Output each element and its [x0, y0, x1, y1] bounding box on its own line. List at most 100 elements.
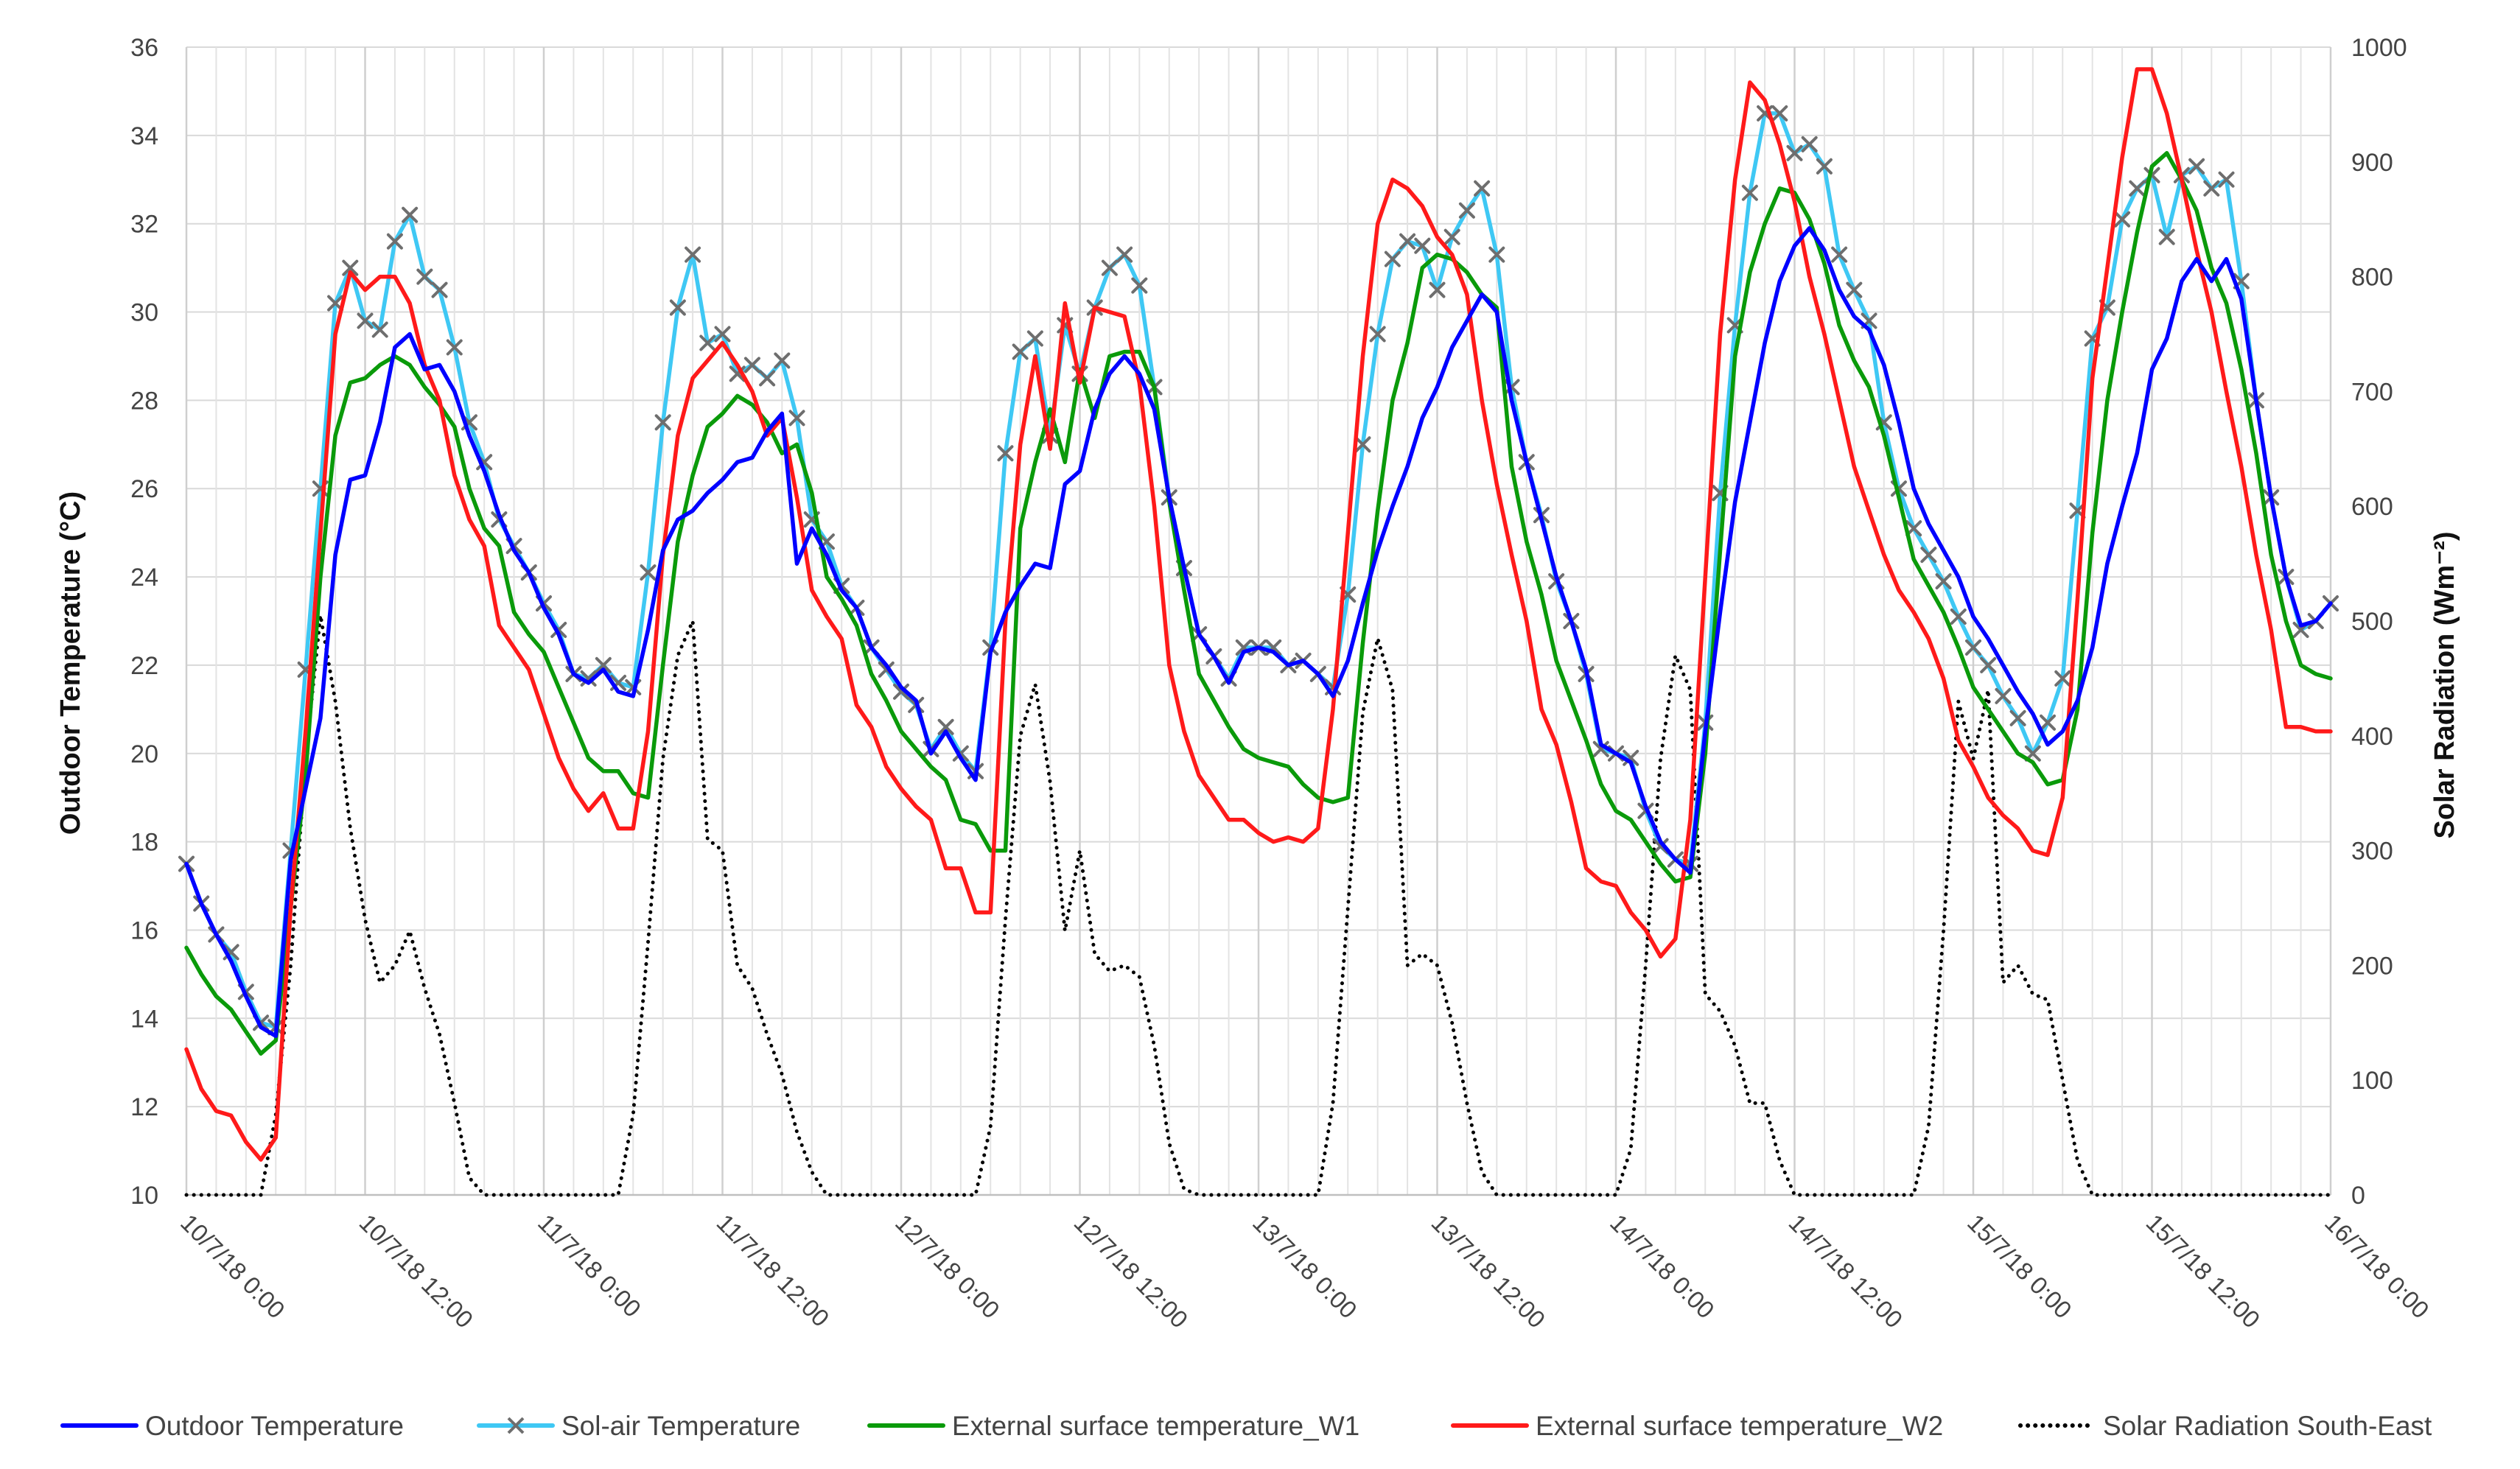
- series-marker-sol-air-temperature: [1399, 233, 1416, 250]
- series-marker-sol-air-temperature: [1771, 105, 1788, 122]
- series-marker-sol-air-temperature: [1443, 228, 1460, 245]
- right-tick-label: 400: [2351, 723, 2393, 751]
- series-marker-sol-air-temperature: [1488, 246, 1505, 263]
- series-marker-sol-air-temperature: [2114, 211, 2131, 228]
- series-marker-sol-air-temperature: [1816, 158, 1833, 175]
- series-marker-sol-air-temperature: [699, 334, 716, 351]
- series-marker-sol-air-temperature: [1786, 144, 1803, 161]
- right-axis-ticks: 0 100 200 300 400 500 600 700 800 900 1000: [2351, 34, 2407, 1210]
- series-marker-sol-air-temperature: [743, 357, 760, 374]
- right-tick-label: 600: [2351, 493, 2393, 521]
- left-tick-label: 30: [130, 299, 158, 327]
- series-marker-sol-air-temperature: [1831, 246, 1848, 263]
- series-marker-sol-air-temperature: [1026, 330, 1043, 347]
- series-marker-sol-air-temperature: [595, 656, 612, 673]
- left-tick-label: 16: [130, 916, 158, 944]
- series-marker-sol-air-temperature: [1101, 259, 1118, 276]
- series-marker-sol-air-temperature: [431, 281, 448, 298]
- series-marker-sol-air-temperature: [997, 445, 1014, 462]
- series-marker-sol-air-temperature: [1384, 250, 1401, 267]
- series-marker-sol-air-temperature: [1965, 639, 1981, 656]
- series-marker-sol-air-temperature: [1429, 281, 1446, 298]
- series-marker-sol-air-temperature: [1995, 687, 2012, 704]
- right-tick-label: 800: [2351, 264, 2393, 292]
- left-axis-title: Outdoor Temperature (°C): [55, 491, 86, 835]
- left-tick-label: 22: [130, 652, 158, 680]
- series-marker-sol-air-temperature: [937, 718, 954, 735]
- series-marker-sol-air-temperature: [416, 268, 433, 285]
- series-marker-sol-air-temperature: [1801, 136, 1818, 152]
- series-marker-sol-air-temperature: [2054, 670, 2071, 687]
- series-marker-sol-air-temperature: [893, 683, 909, 700]
- left-tick-label: 14: [130, 1005, 158, 1033]
- left-tick-label: 18: [130, 829, 158, 857]
- series-marker-sol-air-temperature: [774, 352, 791, 369]
- legend-label-solar-radiation-south-east: Solar Radiation South-East: [2103, 1411, 2432, 1441]
- right-tick-label: 500: [2351, 608, 2393, 636]
- series-marker-sol-air-temperature: [788, 410, 805, 427]
- series-marker-sol-air-temperature: [1592, 740, 1609, 757]
- series-marker-sol-air-temperature: [2203, 180, 2220, 197]
- right-tick-label: 700: [2351, 378, 2393, 406]
- series-marker-sol-air-temperature: [402, 206, 419, 223]
- series-marker-sol-air-temperature: [1369, 326, 1386, 343]
- left-tick-label: 26: [130, 475, 158, 503]
- series-marker-sol-air-temperature: [1980, 656, 1997, 673]
- legend-marker-sol-air-temperature: [507, 1417, 525, 1434]
- series-marker-sol-air-temperature: [654, 414, 671, 431]
- series-line-external-surface-temperature-w1: [184, 151, 2333, 1056]
- right-tick-label: 300: [2351, 838, 2393, 866]
- right-tick-label: 0: [2351, 1182, 2365, 1210]
- right-tick-label: 200: [2351, 952, 2393, 980]
- left-tick-label: 32: [130, 211, 158, 239]
- legend: Outdoor Temperature Sol-air Temperature Ex…: [60, 1411, 2432, 1441]
- series-marker-sol-air-temperature: [386, 233, 403, 250]
- legend-label-outdoor-temperature: Outdoor Temperature: [145, 1411, 404, 1441]
- series-line-outdoor-temperature: [184, 225, 2333, 1039]
- series-marker-sol-air-temperature: [1474, 180, 1491, 197]
- right-tick-label: 1000: [2351, 34, 2407, 62]
- series-marker-sol-air-temperature: [1131, 277, 1148, 294]
- series-marker-sol-air-temperature: [2188, 158, 2205, 175]
- series-marker-sol-air-temperature: [1623, 749, 1639, 766]
- series-line-solar-radiation-south-east: [184, 613, 2333, 1197]
- series-marker-sol-air-temperature: [342, 259, 359, 276]
- legend-label-external-surface-temperature-w1: External surface temperature_W1: [952, 1411, 1359, 1441]
- series-marker-sol-air-temperature: [1920, 547, 1937, 564]
- left-tick-label: 12: [130, 1093, 158, 1121]
- series-marker-sol-air-temperature: [1935, 573, 1952, 590]
- left-tick-label: 24: [130, 564, 158, 592]
- series-line-external-surface-temperature-w2: [184, 67, 2333, 1162]
- left-axis-ticks: 10 12 14 16 18 20 22 24 26 28 30 32 34 36: [130, 34, 158, 1210]
- series-marker-sol-air-temperature: [1354, 436, 1371, 453]
- series-marker-sol-air-temperature: [685, 246, 701, 263]
- series-marker-sol-air-temperature: [357, 312, 374, 329]
- series-marker-sol-air-temperature: [714, 326, 731, 343]
- series-marker-sol-air-temperature: [759, 370, 776, 387]
- series-marker-sol-air-temperature: [1741, 184, 1758, 201]
- legend-label-sol-air-temperature: Sol-air Temperature: [561, 1411, 800, 1441]
- left-tick-label: 28: [130, 387, 158, 415]
- series-marker-sol-air-temperature: [1652, 838, 1669, 855]
- series-marker-sol-air-temperature: [2129, 180, 2146, 197]
- series-marker-sol-air-temperature: [1116, 246, 1133, 263]
- left-tick-label: 34: [130, 122, 158, 150]
- series-marker-sol-air-temperature: [2009, 709, 2026, 726]
- left-tick-label: 20: [130, 740, 158, 768]
- series-marker-sol-air-temperature: [1414, 237, 1431, 254]
- series-marker-sol-air-temperature: [669, 299, 686, 316]
- left-tick-label: 10: [130, 1182, 158, 1210]
- left-tick-label: 36: [130, 34, 158, 62]
- series-marker-sol-air-temperature: [1846, 281, 1863, 298]
- right-tick-label: 900: [2351, 149, 2393, 177]
- series-marker-sol-air-temperature: [446, 339, 463, 356]
- series-marker-sol-air-temperature: [640, 564, 657, 581]
- series-marker-sol-air-temperature: [2218, 171, 2235, 188]
- series-marker-sol-air-temperature: [371, 321, 388, 338]
- legend-label-external-surface-temperature-w2: External surface temperature_W2: [1536, 1411, 1943, 1441]
- series-marker-sol-air-temperature: [2040, 714, 2057, 731]
- series-marker-sol-air-temperature: [1012, 343, 1029, 360]
- right-axis-title: Solar Radiation (Wm⁻²): [2429, 532, 2460, 839]
